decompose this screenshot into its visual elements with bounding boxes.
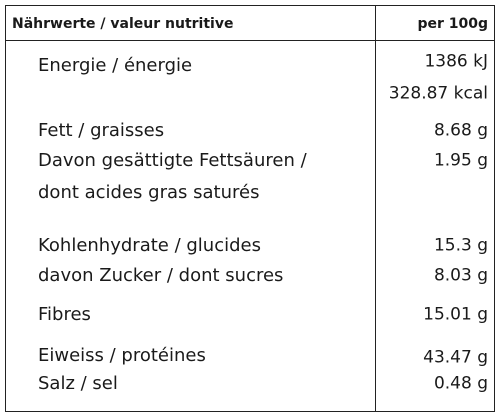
- header-divider: [5, 40, 495, 41]
- row-label: Kohlenhydrate / glucides: [38, 235, 261, 256]
- header-title: Nährwerte / valeur nutritive: [12, 16, 234, 32]
- row-label: Energie / énergie: [38, 55, 193, 76]
- row-label: Davon gesättigte Fettsäuren /: [38, 150, 307, 171]
- table-border: [5, 5, 495, 412]
- row-value: 8.68 g: [433, 120, 488, 141]
- row-value: 15.3 g: [433, 235, 488, 256]
- row-label: Fibres: [38, 304, 91, 325]
- row-value: 1386 kJ: [424, 51, 488, 72]
- row-label: dont acides gras saturés: [38, 182, 260, 203]
- row-value: 43.47 g: [423, 347, 488, 368]
- row-label: davon Zucker / dont sucres: [38, 265, 284, 286]
- row-value: 1.95 g: [433, 150, 488, 171]
- row-value: 8.03 g: [433, 265, 488, 286]
- row-label: Fett / graisses: [38, 120, 165, 141]
- row-value: 0.48 g: [433, 373, 488, 394]
- row-value: 328.87 kcal: [388, 83, 488, 104]
- row-label: Salz / sel: [38, 373, 118, 394]
- row-label: Eiweiss / protéines: [38, 345, 206, 366]
- column-divider: [375, 5, 376, 412]
- header-unit: per 100g: [417, 16, 488, 32]
- row-value: 15.01 g: [423, 304, 488, 325]
